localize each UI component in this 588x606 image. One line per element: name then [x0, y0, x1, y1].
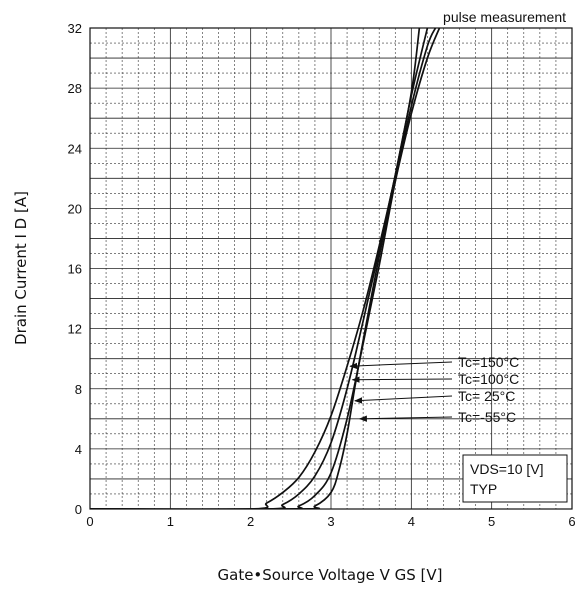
annotation-label: Tc= 25°C [458, 388, 515, 404]
x-tick-label: 3 [327, 514, 334, 529]
chart-title: pulse measurement [443, 9, 566, 25]
y-tick-label: 4 [75, 442, 82, 457]
y-tick-label: 28 [68, 81, 82, 96]
y-tick-label: 32 [68, 21, 82, 36]
y-tick-label: 16 [68, 262, 82, 277]
series-line-1 [90, 28, 429, 509]
condition-line-typ: TYP [470, 481, 497, 497]
annotation-label: Tc=-55°C [458, 409, 516, 425]
grid [90, 28, 572, 509]
y-tick-label: 8 [75, 382, 82, 397]
condition-box: VDS=10 [V] TYP [462, 454, 568, 503]
annotations: Tc=150°CTc=100°CTc= 25°C Tc=-55°C [349, 354, 519, 425]
y-tick-label: 20 [68, 201, 82, 216]
annotation-label: Tc=150°C [458, 354, 519, 370]
annotation-arrow [354, 395, 453, 404]
x-axis-title: Gate•Source Voltage V GS [V] [218, 566, 443, 584]
condition-line-vds: VDS=10 [V] [470, 461, 544, 477]
y-tick-label: 12 [68, 322, 82, 337]
annotation-arrow [349, 361, 453, 370]
x-tick-label: 0 [86, 514, 93, 529]
annotation-label: Tc=100°C [458, 371, 519, 387]
y-tick-label: 0 [75, 502, 82, 517]
plot-frame [89, 27, 573, 510]
x-tick-label: 2 [247, 514, 254, 529]
x-tick-label: 1 [167, 514, 174, 529]
x-tick-label: 5 [488, 514, 495, 529]
annotation-arrow [351, 376, 453, 383]
x-tick-label: 4 [408, 514, 415, 529]
x-tick-label: 6 [568, 514, 575, 529]
y-axis-title: Drain Current I D [A] [12, 191, 30, 345]
y-tick-label: 24 [68, 141, 82, 156]
annotation-arrow [358, 415, 453, 422]
